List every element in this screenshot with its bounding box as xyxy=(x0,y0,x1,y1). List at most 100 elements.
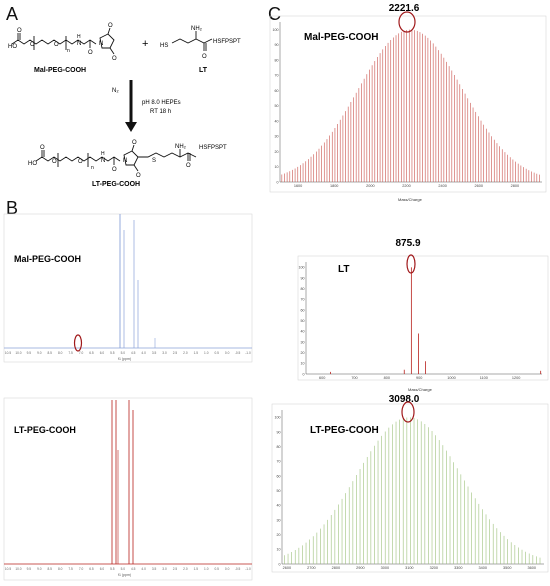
ms-x-tick-label: 2600 xyxy=(283,566,291,570)
nmr-tick-label: 1.0 xyxy=(204,351,209,355)
ms-y-tick-label: 50 xyxy=(275,104,279,108)
ms2-frame xyxy=(297,255,549,381)
ms1-spectrum: 0 10 20 30 40 50 60 70 80 90 100 1600 1800 2000 2200 24… xyxy=(273,22,542,188)
nmr-tick-label: 3.5 xyxy=(152,567,157,571)
ms-y-tick-label: 20 xyxy=(277,533,281,537)
ms-x-tick-label: 2000 xyxy=(366,184,374,188)
ms-x-tick-label: 700 xyxy=(351,376,357,380)
ms-y-tick-label: 40 xyxy=(277,504,281,508)
ms-x-tick-label: 3600 xyxy=(528,566,536,570)
nmr-tick-label: 9.5 xyxy=(27,567,32,571)
svg-text:O: O xyxy=(202,54,207,60)
nmr2-frame xyxy=(3,397,253,581)
lt-peg-structure xyxy=(35,144,197,172)
ms-x-tick-label: 1000 xyxy=(447,376,455,380)
ms-y-tick-label: 0 xyxy=(279,562,281,566)
ms-y-tick-label: 20 xyxy=(275,150,279,154)
svg-text:N: N xyxy=(99,41,103,47)
ms-y-tick-label: 90 xyxy=(301,276,305,280)
nmr2-label: LT-PEG-COOH xyxy=(14,425,76,435)
ms-x-tick-label: 3300 xyxy=(454,566,462,570)
svg-text:N₂: N₂ xyxy=(112,88,119,94)
svg-text:O: O xyxy=(54,42,59,48)
ms-y-tick-label: 60 xyxy=(277,474,281,478)
nmr-tick-label: 4.5 xyxy=(131,351,136,355)
svg-text:O: O xyxy=(108,23,113,29)
nmr-tick-label: 4.0 xyxy=(141,351,146,355)
ms-x-tick-label: 2400 xyxy=(438,184,446,188)
nmr-tick-label: 0.5 xyxy=(214,567,219,571)
ms-x-tick-label: 3000 xyxy=(381,566,389,570)
nmr-tick-label: 7.5 xyxy=(68,351,73,355)
ms-y-tick-label: 40 xyxy=(301,330,305,334)
ms-y-tick-label: 10 xyxy=(301,362,305,366)
ms-y-tick-label: 80 xyxy=(277,445,281,449)
ms-x-tick-label: 3200 xyxy=(430,566,438,570)
nmr-tick-label: 7.0 xyxy=(79,567,84,571)
svg-text:H: H xyxy=(77,34,81,40)
ms-y-tick-label: 60 xyxy=(275,89,279,93)
ms-y-tick-label: 70 xyxy=(275,74,279,78)
ms-y-tick-label: 50 xyxy=(277,489,281,493)
ms-y-tick-label: 30 xyxy=(277,518,281,522)
ms-x-tick-label: 2900 xyxy=(356,566,364,570)
nmr-tick-label: -0.5 xyxy=(235,351,241,355)
ms-x-tick-label: 600 xyxy=(319,376,325,380)
nmr-tick-label: 8.5 xyxy=(48,351,53,355)
ms3-peak-value: 3098.0 xyxy=(389,394,420,405)
nmr-tick-label: 5.5 xyxy=(110,351,115,355)
nmr-spectra: Mal-PEG-COOH 10.5 10.0 9.5 9.0 8.5 8.0 7.5 7.0 6… xyxy=(3,213,253,581)
ms2-spectrum: 0 10 20 30 40 50 60 70 80 90 100 600 700 800 900 1000 11… xyxy=(299,262,542,380)
ms3-label: LT-PEG-COOH xyxy=(310,425,379,436)
nmr-tick-label: 5.0 xyxy=(121,567,126,571)
nmr-tick-label: 6.0 xyxy=(100,351,105,355)
nmr-tick-label: 10.5 xyxy=(5,567,11,571)
ms2-peak-circle xyxy=(406,254,416,274)
svg-text:O: O xyxy=(186,163,191,169)
ms3-peak-circle xyxy=(401,401,415,423)
nmr-tick-label: -0.5 xyxy=(235,567,241,571)
nmr-tick-label: -1.0 xyxy=(245,567,251,571)
nmr-tick-label: 3.5 xyxy=(152,351,157,355)
nmr-tick-label: 8.5 xyxy=(48,567,53,571)
nmr-tick-label: 5.0 xyxy=(121,351,126,355)
svg-text:HSFPSPT: HSFPSPT xyxy=(199,145,227,151)
svg-text:n: n xyxy=(91,165,94,171)
ms-x-tick-label: 1100 xyxy=(480,376,488,380)
ms1-frame xyxy=(269,15,547,193)
nmr-tick-label: 6.5 xyxy=(89,567,94,571)
svg-text:H: H xyxy=(101,151,105,157)
arrow-head xyxy=(125,122,137,132)
nmr-tick-label: 10.5 xyxy=(5,351,11,355)
nmr-tick-label: 1.0 xyxy=(204,567,209,571)
plus-sign: + xyxy=(142,38,148,50)
nmr-tick-label: 9.0 xyxy=(37,351,42,355)
nmr-tick-label: 3.0 xyxy=(162,351,167,355)
nmr-tick-label: 4.5 xyxy=(131,567,136,571)
nmr-tick-label: 4.0 xyxy=(141,567,146,571)
ms-y-tick-label: 30 xyxy=(301,340,305,344)
svg-text:O: O xyxy=(17,28,22,34)
svg-text:O: O xyxy=(112,56,117,62)
ms-x-tick-label: 2800 xyxy=(332,566,340,570)
svg-text:NH₂: NH₂ xyxy=(191,26,203,32)
nmr-tick-label: 7.0 xyxy=(79,351,84,355)
ms2-label: LT xyxy=(338,264,349,275)
ms-y-tick-label: 100 xyxy=(275,416,281,420)
nmr-tick-label: 1.5 xyxy=(194,351,199,355)
nmr-tick-label: 0.0 xyxy=(225,351,230,355)
nmr-tick-label: 8.0 xyxy=(58,351,63,355)
ms-y-tick-label: 80 xyxy=(275,58,279,62)
svg-text:NH₂: NH₂ xyxy=(175,144,187,150)
ms-x-tick-label: 1800 xyxy=(330,184,338,188)
svg-text:Mass/Charge: Mass/Charge xyxy=(408,387,433,392)
nmr-tick-label: 6.5 xyxy=(89,351,94,355)
ms-y-tick-label: 30 xyxy=(275,135,279,139)
nmr-tick-label: 7.5 xyxy=(68,567,73,571)
ms-spectra: 2221.6 Mal-PEG-COOH 0 10 20 30 40 50 60 70 80 90 1… xyxy=(269,3,549,573)
ms-x-tick-label: 1200 xyxy=(512,376,520,380)
nmr-tick-label: 3.0 xyxy=(162,567,167,571)
svg-text:RT 18 h: RT 18 h xyxy=(150,109,171,115)
nmr-tick-label: 0.0 xyxy=(225,567,230,571)
ms1-peak-value: 2221.6 xyxy=(389,3,420,14)
